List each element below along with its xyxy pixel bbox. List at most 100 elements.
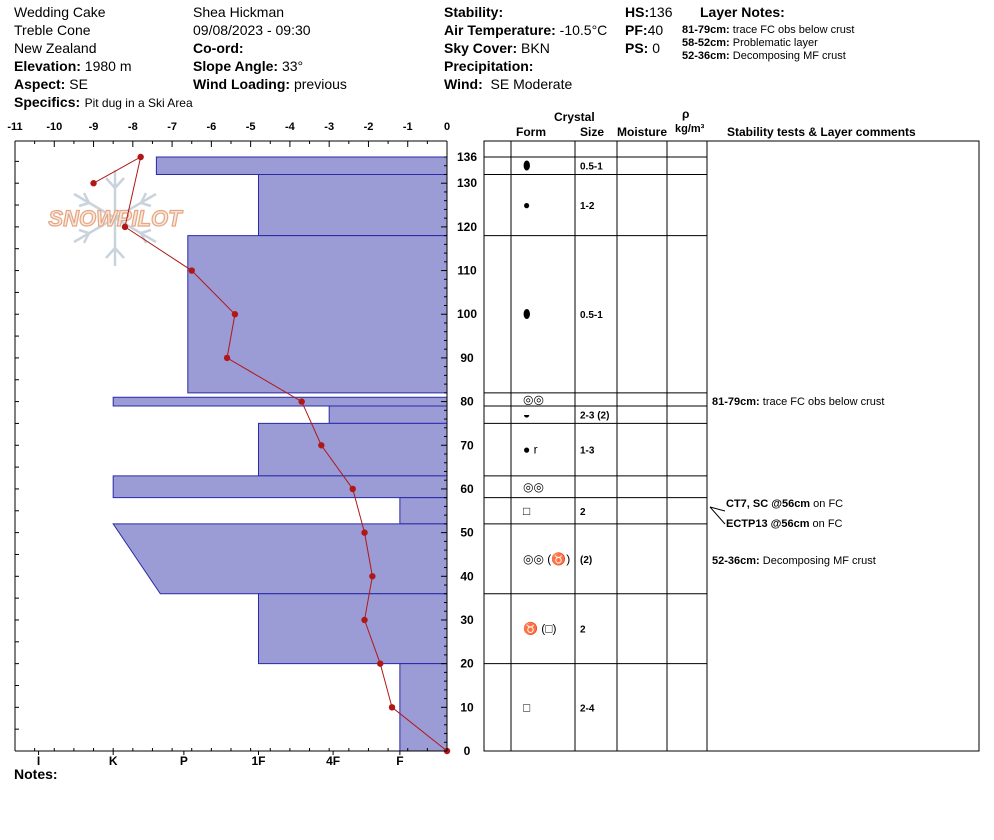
temperature-point bbox=[90, 180, 97, 187]
hardness-bar bbox=[399, 497, 448, 525]
ps-row: PS: 0 bbox=[625, 41, 660, 55]
hardness-label: F bbox=[396, 754, 403, 768]
temperature-point bbox=[188, 267, 195, 274]
layer-size: 1-2 bbox=[580, 201, 595, 212]
layer-form: ◒ bbox=[523, 408, 530, 422]
layer-form: □ bbox=[523, 504, 530, 518]
temperature-point bbox=[137, 153, 144, 161]
layer-size: 2-4 bbox=[580, 703, 595, 714]
layer-size: (2) bbox=[580, 555, 592, 566]
slope-value: 33° bbox=[281, 58, 304, 74]
temp-tick-label: -11 bbox=[7, 121, 22, 133]
location-name: Wedding Cake bbox=[14, 4, 106, 20]
ps-label: PS: bbox=[625, 40, 649, 56]
temperature-point bbox=[388, 704, 396, 711]
elevation-label: Elevation: bbox=[14, 58, 81, 74]
layer-comment-label: ECTP13 @56cm bbox=[726, 518, 813, 530]
wind-label: Wind: bbox=[444, 76, 483, 92]
hardness-bar bbox=[257, 422, 448, 477]
layer-comment-label: CT7, SC @56cm bbox=[726, 498, 813, 510]
rho-header: ρ bbox=[682, 107, 690, 121]
sky-label: Sky Cover: bbox=[444, 40, 518, 56]
hs-label: HS: bbox=[625, 4, 650, 20]
hardness-label: 1F bbox=[251, 754, 265, 768]
depth-tick-label: 80 bbox=[460, 395, 474, 409]
layer-form: □ bbox=[523, 700, 530, 714]
snowflake-icon bbox=[73, 170, 157, 266]
sky-row: Sky Cover: BKN bbox=[444, 41, 550, 55]
hardness-label: I bbox=[37, 754, 40, 768]
temp-tick-label: -10 bbox=[46, 121, 62, 133]
layer-form: ● bbox=[523, 198, 530, 212]
depth-tick-label: 120 bbox=[457, 220, 477, 234]
depth-tick-label: 0 bbox=[464, 744, 471, 758]
pf-label: PF: bbox=[625, 22, 648, 38]
specifics-row: Specifics: Pit dug in a Ski Area bbox=[14, 95, 193, 111]
depth-tick-label: 30 bbox=[460, 613, 474, 627]
depth-tick-label: 70 bbox=[460, 438, 474, 452]
layer-size: 0.5-1 bbox=[580, 310, 603, 321]
elevation-value: 1980 m bbox=[84, 58, 132, 74]
snowpilot-logo: SNOWPILOT bbox=[48, 170, 184, 266]
hardness-label: 4F bbox=[326, 754, 340, 768]
layer-comment-text: Decomposing MF crust bbox=[763, 555, 876, 567]
layer-comment-text: on FC bbox=[813, 498, 843, 510]
air-temp-value: -10.5°C bbox=[559, 22, 608, 38]
precip-label: Precipitation: bbox=[444, 58, 534, 74]
depth-tick-label: 10 bbox=[460, 700, 474, 714]
temperature-point bbox=[298, 398, 305, 405]
air-temp-row: Air Temperature: -10.5°C bbox=[444, 23, 607, 37]
hs-value: 136 bbox=[649, 4, 673, 20]
layer-form: ● r bbox=[523, 443, 538, 457]
temp-tick-label: -1 bbox=[403, 121, 413, 133]
temperature-point bbox=[349, 485, 356, 493]
layer-note-item: 58-52cm: Problematic layer bbox=[682, 37, 818, 49]
temp-tick-label: -5 bbox=[246, 121, 256, 133]
notes-label: Notes: bbox=[14, 766, 58, 782]
layer-comment-text: trace FC obs below crust bbox=[763, 396, 885, 408]
layer-note-item: 52-36cm: Decomposing MF crust bbox=[682, 50, 846, 62]
temperature-point bbox=[361, 616, 368, 624]
hardness-bar bbox=[112, 523, 448, 595]
layer-form: ♉ (□) bbox=[523, 622, 557, 636]
temp-tick-label: 0 bbox=[444, 121, 450, 133]
observation-datetime: 09/08/2023 - 09:30 bbox=[193, 22, 311, 38]
hardness-bar bbox=[155, 156, 448, 175]
temp-tick-label: -8 bbox=[128, 121, 138, 133]
specifics-value: Pit dug in a Ski Area bbox=[84, 96, 193, 110]
aspect-label: Aspect: bbox=[14, 76, 66, 92]
hardness-label: P bbox=[180, 754, 188, 768]
hardness-bar bbox=[112, 475, 448, 499]
layer-size: 2 bbox=[580, 507, 586, 518]
hardness-bar bbox=[257, 173, 448, 237]
layer-size: 1-3 bbox=[580, 446, 595, 457]
layer-form: ◎◎ bbox=[523, 392, 544, 406]
layer-size: 2-3 (2) bbox=[580, 411, 609, 422]
slope-label: Slope Angle: bbox=[193, 58, 279, 74]
layer-notes-title: Layer Notes: bbox=[700, 4, 785, 20]
specifics-label: Specifics: bbox=[14, 94, 81, 110]
temp-tick-label: -7 bbox=[167, 121, 177, 133]
wind-loading-row: Wind Loading: previous bbox=[193, 77, 347, 91]
temp-tick-label: -4 bbox=[285, 121, 296, 133]
layer-comment: 81-79cm: trace FC obs below crust bbox=[712, 396, 884, 408]
sky-value: BKN bbox=[521, 40, 550, 56]
hs-row: HS:136 bbox=[625, 5, 672, 19]
observer-name: Shea Hickman bbox=[193, 4, 285, 20]
ps-value: 0 bbox=[652, 40, 661, 56]
temp-tick-label: -2 bbox=[364, 121, 374, 133]
elevation-row: Elevation: 1980 m bbox=[14, 59, 132, 73]
depth-tick-label: 100 bbox=[457, 307, 477, 321]
form-header: Form bbox=[516, 125, 546, 139]
layer-comment: CT7, SC @56cm on FC bbox=[726, 498, 843, 510]
wind-value: SE Moderate bbox=[490, 76, 573, 92]
density-unit-header: kg/m³ bbox=[675, 123, 705, 135]
hardness-bar bbox=[112, 396, 448, 407]
temperature-point bbox=[231, 311, 239, 318]
layer-comment-label: 52-36cm: bbox=[712, 555, 763, 567]
hardness-bar bbox=[328, 405, 448, 424]
size-header: Size bbox=[580, 125, 605, 139]
crystal-header: Crystal bbox=[554, 110, 595, 124]
temp-tick-label: -3 bbox=[324, 121, 334, 133]
